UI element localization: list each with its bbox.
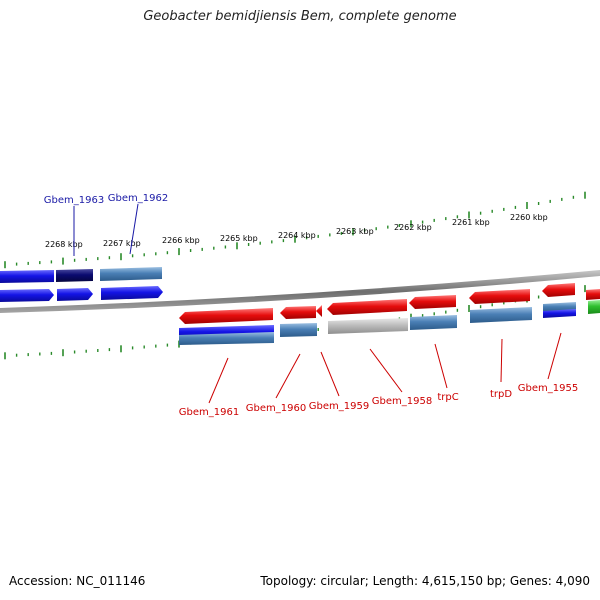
reverse-gene-gbem-1959-box[interactable]: [328, 318, 408, 334]
reverse-gene-gbem-1961-box-lower[interactable]: [179, 332, 274, 345]
leader-gbem-1958: [369, 348, 403, 393]
scale-label-2261: 2261 kbp: [452, 218, 490, 227]
forward-gene-gbem-1962[interactable]: [100, 267, 162, 281]
scale-label-2267: 2267 kbp: [103, 239, 141, 248]
label-gbem-1962[interactable]: Gbem_1962: [108, 193, 168, 204]
scale-label-2260: 2260 kbp: [510, 213, 548, 222]
reverse-gene-gbem-1960-box[interactable]: [280, 323, 317, 337]
forward-gene-left-1[interactable]: [0, 270, 54, 283]
reverse-gene-small-arrow[interactable]: [316, 305, 322, 317]
reverse-gene-gbem-1960-arrow[interactable]: [280, 306, 316, 319]
scale-label-2268: 2268 kbp: [45, 240, 83, 249]
scale-label-2265: 2265 kbp: [220, 234, 258, 243]
topology-text: Topology: circular; Length: 4,615,150 bp…: [260, 574, 590, 588]
leader-gbem-1959: [320, 351, 340, 397]
genome-backbone: [0, 270, 600, 313]
scale-label-2264: 2264 kbp: [278, 231, 316, 240]
reverse-gene-trpc-arrow[interactable]: [409, 295, 456, 309]
upper-tick-row: [4, 191, 586, 269]
reverse-gene-gbem-1958-box[interactable]: [410, 315, 457, 330]
label-gbem-1958[interactable]: Gbem_1958: [372, 396, 432, 407]
forward-gene-left-3[interactable]: [57, 288, 93, 301]
scale-label-2263: 2263 kbp: [336, 227, 374, 236]
reverse-gene-gbem-1959-arrow[interactable]: [327, 299, 407, 315]
label-gbem-1960[interactable]: Gbem_1960: [246, 403, 306, 414]
reverse-gene-right-arrow[interactable]: [586, 289, 600, 300]
label-gbem-1963[interactable]: Gbem_1963: [44, 195, 104, 206]
reverse-gene-right-green[interactable]: [588, 300, 600, 314]
reverse-gene-trpc-box[interactable]: [470, 307, 532, 323]
label-trpc[interactable]: trpC: [437, 392, 458, 403]
leader-gbem-1955: [547, 332, 562, 380]
label-gbem-1955[interactable]: Gbem_1955: [518, 383, 578, 394]
label-gbem-1959[interactable]: Gbem_1959: [309, 401, 369, 412]
leader-trpd: [500, 338, 503, 383]
leader-gbem-1960: [275, 353, 301, 399]
map-title: Geobacter bemidjiensis Bem, complete gen…: [143, 9, 457, 24]
forward-gene-gbem-1963[interactable]: [56, 269, 93, 282]
reverse-gene-gbem-1955-box[interactable]: [543, 309, 576, 318]
label-trpd[interactable]: trpD: [490, 389, 512, 400]
reverse-gene-trpd-arrow[interactable]: [469, 289, 530, 304]
reverse-gene-gbem-1961-arrow[interactable]: [179, 308, 273, 324]
forward-gene-left-4[interactable]: [101, 286, 163, 300]
scale-label-2266: 2266 kbp: [162, 236, 200, 245]
leader-gbem-1962: [129, 203, 139, 255]
accession-text: Accession: NC_011146: [9, 574, 146, 588]
scale-label-2262: 2262 kbp: [394, 223, 432, 232]
reverse-gene-gbem-1955-arrow[interactable]: [542, 283, 575, 297]
forward-gene-left-2[interactable]: [0, 289, 54, 302]
leader-gbem-1961: [208, 357, 229, 404]
label-gbem-1961[interactable]: Gbem_1961: [179, 407, 239, 418]
leader-trpc: [434, 343, 448, 389]
